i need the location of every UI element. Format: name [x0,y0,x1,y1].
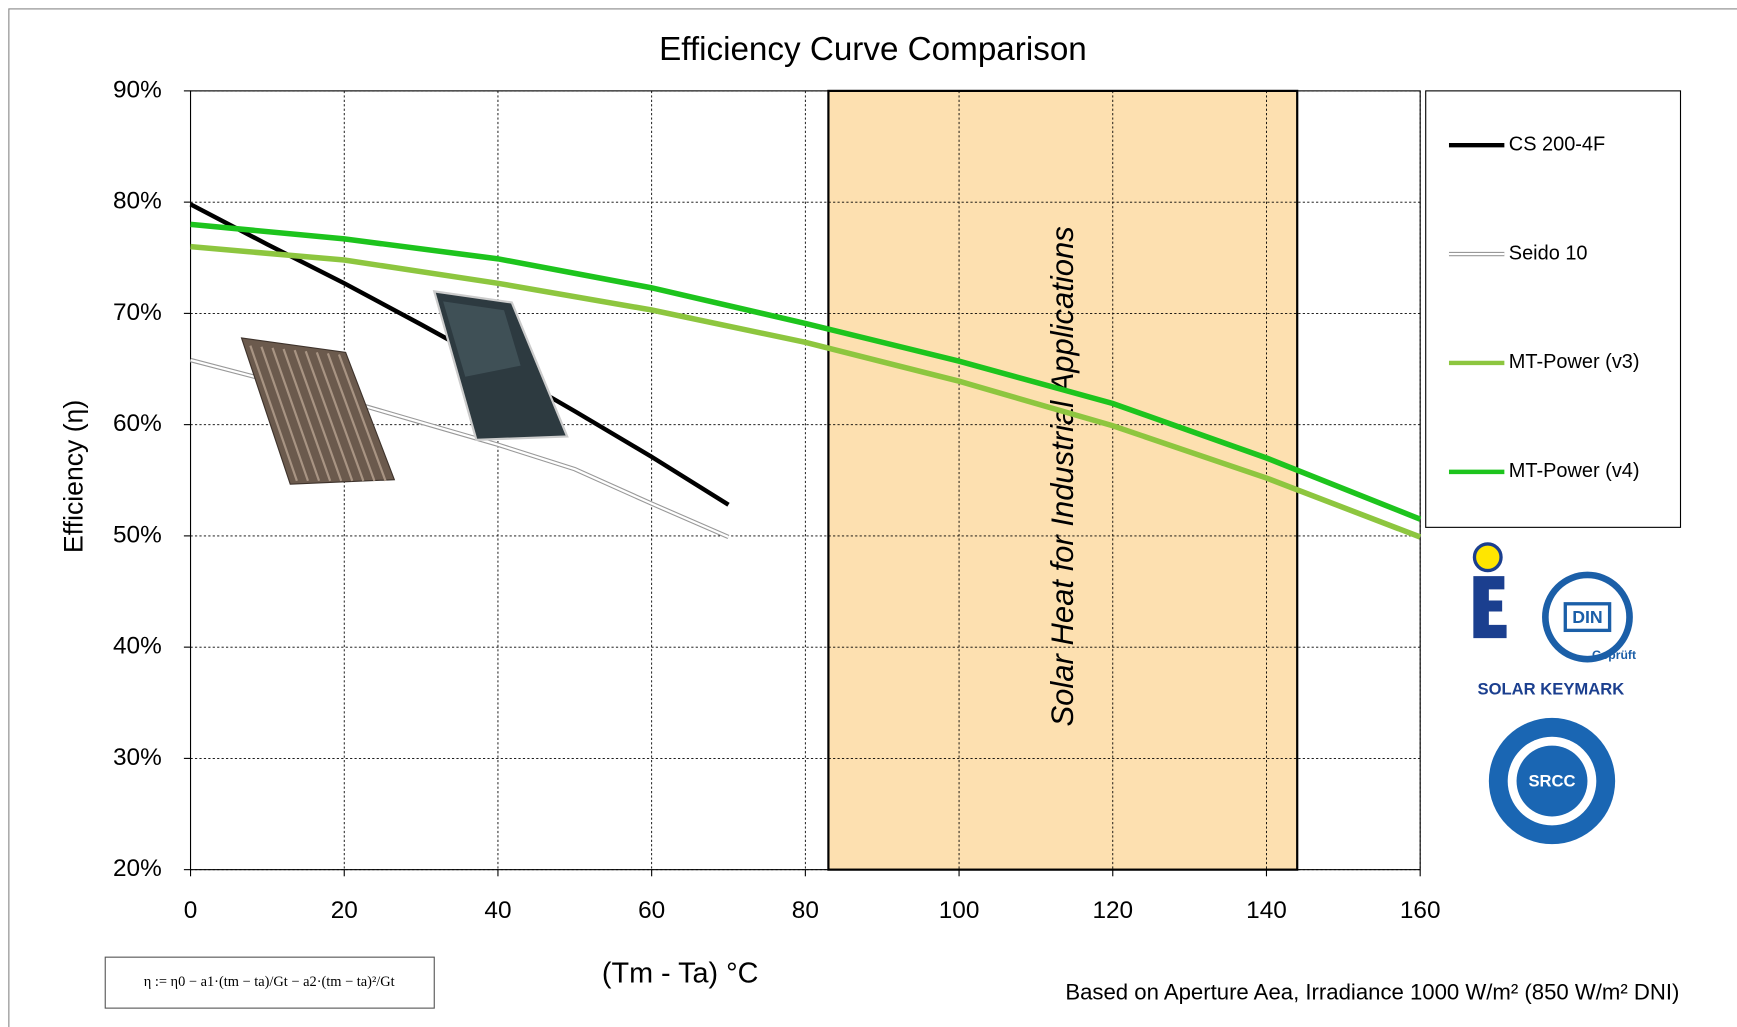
x-tick-label: 80 [792,897,819,924]
y-tick-label: 60% [113,410,162,437]
formula-box [104,956,435,1009]
plot-area: 20% 30% 40% 50% 60% 70% 80% 90% 0 20 40 60 80 100 120 1… [113,76,1441,924]
keymark-logo: DIN Geprüft SOLAR KEYMARK [1472,542,1636,699]
srcc-logo: SRCC [1488,717,1616,845]
band-label: Solar Heat for Industrial Applications [1045,226,1080,726]
keymark-label: SOLAR KEYMARK [1478,680,1625,699]
series-line [190,221,1422,522]
flat-plate-image [432,290,569,441]
legend-box [1425,90,1682,528]
srcc-label: SRCC [1528,772,1575,791]
x-tick-label: 20 [331,897,358,924]
highlight-band [827,89,1299,871]
plot-border [189,90,1421,871]
x-axis-title: (Tm - Ta) °C [602,958,759,990]
legend-label: CS 200-4F [1509,133,1605,155]
x-tick-label: 60 [638,897,665,924]
note: Based on Aperture Aea, Irradiance 1000 W… [1065,980,1679,1005]
y-tick-label: 50% [113,521,162,548]
y-tick-label: 90% [113,76,162,103]
gepruft-label: Geprüft [1592,648,1636,662]
y-tick-label: 40% [113,633,162,660]
x-tick-label: 100 [939,897,980,924]
x-tick-label: 40 [484,897,511,924]
formula: η := η0 − a1·(tm − ta)/Gt − a2·(tm − ta)… [144,974,395,990]
series-line [190,243,1422,540]
y-tick-label: 70% [113,299,162,326]
din-label: DIN [1572,607,1603,627]
x-tick-label: 120 [1092,897,1133,924]
y-tick-label: 30% [113,744,162,771]
legend-label: MT-Power (v4) [1509,460,1640,482]
y-tick-label: 20% [113,855,162,882]
legend-label: MT-Power (v3) [1509,351,1640,373]
x-tick-label: 140 [1246,897,1287,924]
frame [8,8,1737,1027]
x-tick-label: 160 [1400,897,1441,924]
tube-collector-image [240,337,396,485]
x-tick-label: 0 [184,897,198,924]
y-tick-label: 80% [113,188,162,215]
legend-label: Seido 10 [1509,242,1588,264]
chart-title: Efficiency Curve Comparison [659,31,1087,68]
y-axis-title: Efficiency (η) [58,400,88,553]
